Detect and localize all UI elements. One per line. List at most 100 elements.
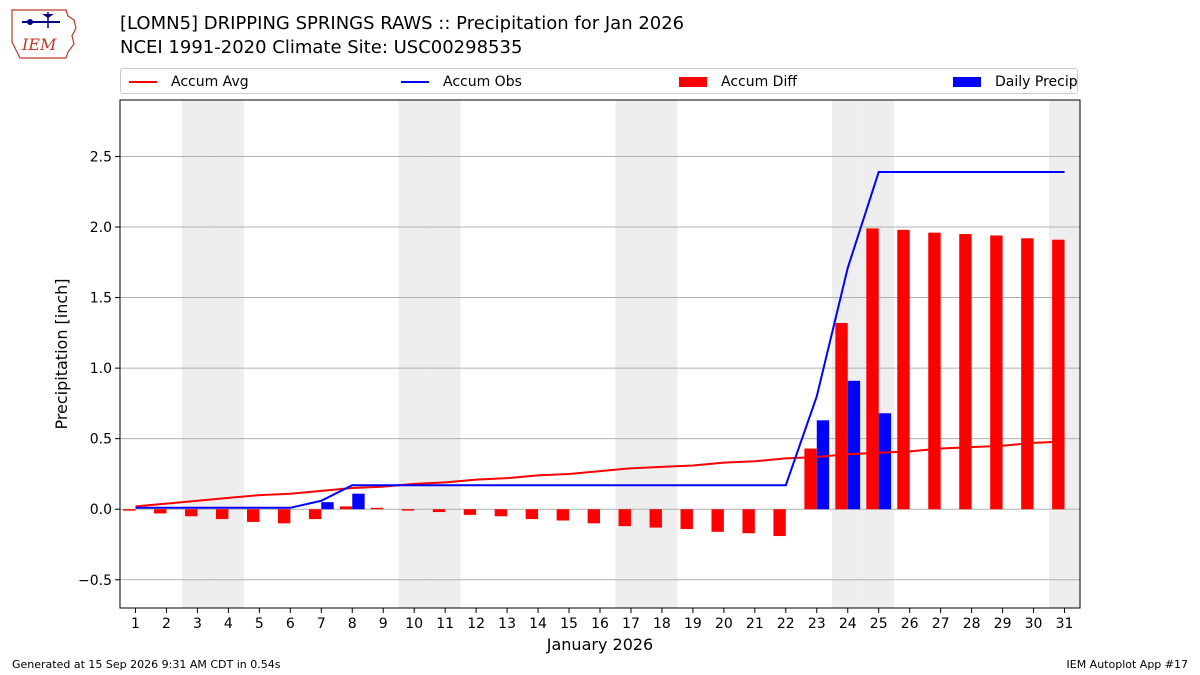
weekend-shade <box>212 100 244 608</box>
accum-diff-bar <box>618 509 631 527</box>
daily-precip-bar <box>352 493 365 510</box>
x-tick-label: 9 <box>379 616 388 632</box>
app-label: IEM Autoplot App #17 <box>1066 658 1189 671</box>
x-tick-label: 28 <box>963 616 981 632</box>
accum-diff-bar <box>680 509 693 529</box>
x-tick-label: 21 <box>746 616 764 632</box>
daily-precip-bar <box>816 420 830 510</box>
accum-diff-bar <box>154 509 167 514</box>
accum-diff-bar <box>835 322 848 510</box>
accum-avg-line <box>135 440 1065 508</box>
x-tick-label: 17 <box>622 616 640 632</box>
accum-diff-bar <box>866 228 879 510</box>
accum-diff-bar <box>742 509 755 534</box>
accum-diff-bar <box>928 232 941 510</box>
daily-precip-bar <box>878 413 892 510</box>
x-tick-label: 25 <box>870 616 888 632</box>
y-tick-label: 0.0 <box>90 502 112 518</box>
legend-label-accum-avg: Accum Avg <box>171 74 249 90</box>
accum-diff-bar <box>773 509 786 537</box>
accum-diff-bar <box>185 509 198 517</box>
x-tick-label: 11 <box>436 616 454 632</box>
legend-item-accum-avg: Accum Avg <box>127 73 327 91</box>
accum-diff-bar <box>339 506 353 510</box>
accum-diff-bar <box>370 507 384 510</box>
accum-diff-bar <box>123 509 136 511</box>
y-tick-label: 2.5 <box>90 149 112 165</box>
generated-timestamp: Generated at 15 Sep 2026 9:31 AM CDT in … <box>12 658 281 671</box>
chart-legend: Accum Avg Accum Obs Accum Diff Daily Pre… <box>120 68 1078 94</box>
x-tick-label: 12 <box>467 616 485 632</box>
chart-title: [LOMN5] DRIPPING SPRINGS RAWS :: Precipi… <box>120 13 685 34</box>
x-tick-label: 31 <box>1056 616 1074 632</box>
x-tick-label: 7 <box>317 616 326 632</box>
accum-diff-bar <box>897 229 910 510</box>
x-tick-label: 16 <box>591 616 609 632</box>
x-tick-label: 8 <box>348 616 357 632</box>
legend-label-accum-diff: Accum Diff <box>721 74 798 90</box>
legend-swatch-accum-avg <box>129 81 157 83</box>
legend-label-daily-precip: Daily Precip <box>995 74 1078 90</box>
accum-diff-bar <box>463 509 477 515</box>
weekend-shade <box>398 100 430 608</box>
accum-diff-bar <box>959 234 972 510</box>
legend-label-accum-obs: Accum Obs <box>443 74 522 90</box>
iem-logo: IEM <box>11 9 77 59</box>
accum-diff-bar <box>1021 238 1034 510</box>
x-tick-label: 15 <box>560 616 578 632</box>
weekend-shade <box>181 100 213 608</box>
x-tick-label: 2 <box>162 616 171 632</box>
y-tick-label: 0.5 <box>90 432 112 448</box>
accum-diff-bar <box>432 509 446 513</box>
accum-diff-bar <box>804 448 817 510</box>
y-tick-label: 1.5 <box>90 291 112 307</box>
x-tick-label: 30 <box>1025 616 1043 632</box>
x-tick-label: 10 <box>405 616 423 632</box>
x-tick-label: 14 <box>529 616 547 632</box>
x-tick-label: 19 <box>684 616 702 632</box>
legend-item-accum-obs: Accum Obs <box>399 73 599 91</box>
accum-diff-bar <box>711 509 724 532</box>
weekend-shade <box>429 100 461 608</box>
legend-item-daily-precip: Daily Precip <box>951 73 1078 91</box>
x-tick-label: 27 <box>932 616 950 632</box>
x-tick-label: 13 <box>498 616 516 632</box>
chart-subtitle: NCEI 1991-2020 Climate Site: USC00298535 <box>120 37 523 58</box>
accum-diff-bar <box>308 509 322 520</box>
accum-diff-bar <box>401 509 415 511</box>
accum-diff-bar <box>216 509 229 520</box>
weekend-shade <box>646 100 678 608</box>
logo-text: IEM <box>21 35 57 54</box>
x-axis-label: January 2026 <box>546 635 653 654</box>
accum-diff-bar <box>525 509 539 520</box>
x-tick-label: 6 <box>286 616 295 632</box>
legend-swatch-daily-precip <box>953 77 981 87</box>
accum-diff-bar <box>246 509 260 522</box>
accum-diff-bar <box>990 235 1003 510</box>
accum-diff-bar <box>587 509 600 524</box>
x-tick-label: 29 <box>994 616 1012 632</box>
x-tick-label: 20 <box>715 616 733 632</box>
weekend-shade <box>615 100 647 608</box>
daily-precip-bar <box>321 502 334 510</box>
x-tick-label: 24 <box>839 616 857 632</box>
y-tick-label: 1.0 <box>90 361 112 377</box>
accum-diff-bar <box>494 509 508 517</box>
accum-diff-bar <box>556 509 570 521</box>
accum-obs-line <box>135 170 1065 509</box>
legend-swatch-accum-diff <box>679 77 707 87</box>
legend-swatch-accum-obs <box>401 81 429 83</box>
legend-item-accum-diff: Accum Diff <box>677 73 877 91</box>
y-axis-label: Precipitation [inch] <box>52 278 71 429</box>
x-tick-label: 22 <box>777 616 795 632</box>
x-tick-label: 4 <box>224 616 233 632</box>
x-tick-label: 26 <box>901 616 919 632</box>
x-tick-label: 5 <box>255 616 264 632</box>
daily-precip-bar <box>847 380 861 510</box>
y-tick-label: −0.5 <box>78 573 112 589</box>
accum-diff-bar <box>1052 239 1065 510</box>
y-tick-label: 2.0 <box>90 220 112 236</box>
x-tick-label: 1 <box>131 616 140 632</box>
x-tick-label: 3 <box>193 616 202 632</box>
